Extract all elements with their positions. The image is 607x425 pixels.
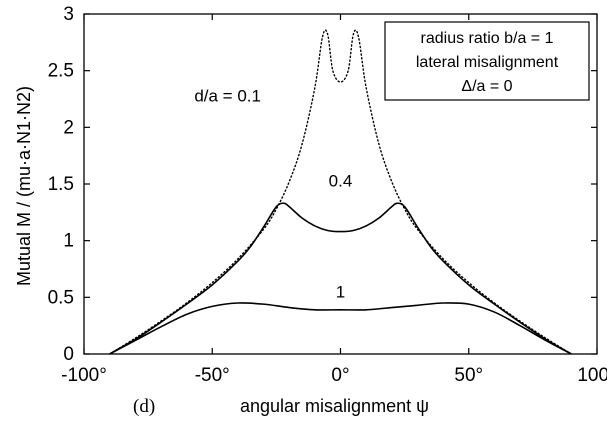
panel-label: (d) bbox=[133, 396, 155, 417]
y-tick-label: 0 bbox=[63, 344, 74, 365]
series-annotation-1: 0.4 bbox=[329, 171, 353, 190]
legend-line: radius ratio b/a = 1 bbox=[421, 30, 554, 47]
axes-layer: -100° -50° 0° 50° 100° 0 0.5 1 1.5 2 2.5 3 bbox=[48, 4, 607, 386]
series-line-2 bbox=[109, 302, 572, 354]
legend-box: radius ratio b/a = 1 lateral misalignment… bbox=[384, 21, 590, 101]
series-annotation-0: d/a = 0.1 bbox=[194, 86, 261, 105]
x-axis-label: angular misalignment ψ bbox=[240, 396, 429, 416]
legend-line: Δ/a = 0 bbox=[461, 78, 512, 95]
x-tick-label: 0° bbox=[331, 365, 349, 386]
legend-line: lateral misalignment bbox=[416, 54, 559, 71]
series-layer bbox=[108, 29, 573, 354]
series-line-1 bbox=[109, 202, 572, 354]
series-line-0 bbox=[108, 29, 573, 354]
legend-frame bbox=[384, 21, 590, 101]
y-tick-label: 1 bbox=[63, 231, 74, 252]
x-tick-label: 100° bbox=[577, 365, 607, 386]
y-tick-label: 1.5 bbox=[48, 174, 74, 195]
annotation-layer: d/a = 0.1 0.4 1 bbox=[194, 86, 352, 301]
y-axis-label: Mutual M / (mu·a·N1·N2) bbox=[14, 86, 34, 286]
x-tick-label: -100° bbox=[61, 365, 107, 386]
x-tick-label: -50° bbox=[195, 365, 230, 386]
y-tick-label: 2 bbox=[63, 117, 74, 138]
y-tick-label: 2.5 bbox=[48, 61, 74, 82]
y-tick-label: 3 bbox=[63, 4, 74, 25]
series-annotation-2: 1 bbox=[336, 282, 345, 301]
x-tick-label: 50° bbox=[454, 365, 483, 386]
y-tick-label: 0.5 bbox=[48, 287, 74, 308]
